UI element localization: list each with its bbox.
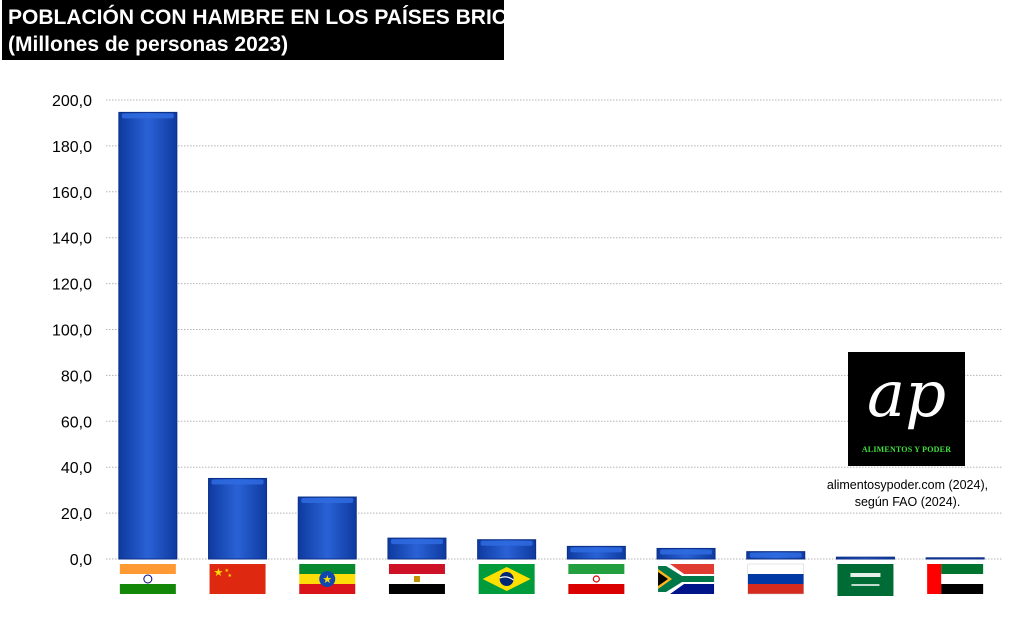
alimentos-y-poder-logo: ap ALIMENTOS Y PODER [848,352,965,466]
bar-highlight [390,539,443,545]
bar-saudi-arabia [835,556,895,560]
ethiopia-flag: ★ [299,564,356,594]
bar-uae [925,557,985,560]
chart-title: POBLACIÓN CON HAMBRE EN LOS PAÍSES BRICS… [8,6,534,29]
source-line-1: alimentosypoder.com (2024), [826,478,989,492]
bar-egypt [387,537,447,560]
logo-mark: ap [866,358,947,432]
uae-flag [927,564,984,594]
saudi-arabia-flag [837,564,894,596]
y-tick-label: 0,0 [70,552,92,569]
china-flag: ★ ★★ [209,564,266,594]
chart-subtitle: (Millones de personas 2023) [8,33,289,56]
y-tick-label: 40,0 [61,460,92,477]
y-tick-label: 200,0 [52,93,92,110]
y-tick-label: 60,0 [61,414,92,431]
bar [118,111,178,560]
egypt-flag [388,564,445,594]
bar-russia [746,551,806,560]
bar-highlight [301,498,354,504]
bar-ethiopia [297,496,357,560]
iran-flag [568,564,625,594]
bar-highlight [480,540,533,546]
source-line-2: según FAO (2024). [854,495,961,509]
bar-iran [566,545,626,560]
bar-china [208,477,268,560]
bar-highlight [121,113,174,119]
bar [835,556,895,560]
south-africa-flag [658,564,715,594]
india-flag [119,564,176,594]
bar [925,557,985,560]
bar-highlight [749,552,802,558]
svg-text:★: ★ [225,568,230,574]
y-tick-label: 20,0 [61,506,92,523]
bar [297,496,357,560]
bar-india [118,111,178,560]
bar-highlight [211,479,264,485]
russia-flag [747,563,804,595]
source-note: alimentosypoder.com (2024), según FAO (2… [810,477,1005,511]
bar [208,477,268,560]
logo-text: ALIMENTOS Y PODER [861,445,952,454]
svg-text:★: ★ [214,566,224,579]
brazil-flag [478,564,535,594]
chart-title-box: POBLACIÓN CON HAMBRE EN LOS PAÍSES BRICS… [2,0,534,60]
y-tick-label: 160,0 [52,185,92,202]
bar-south-africa [656,547,716,560]
y-tick-label: 100,0 [52,323,92,340]
bar-brazil [477,539,537,560]
bar-highlight [570,547,623,553]
y-tick-label: 80,0 [61,368,92,385]
y-tick-label: 140,0 [52,231,92,248]
svg-text:★: ★ [228,573,233,579]
svg-text:★: ★ [322,573,332,586]
y-tick-label: 120,0 [52,277,92,294]
bar-highlight [660,549,713,555]
y-tick-label: 180,0 [52,139,92,156]
